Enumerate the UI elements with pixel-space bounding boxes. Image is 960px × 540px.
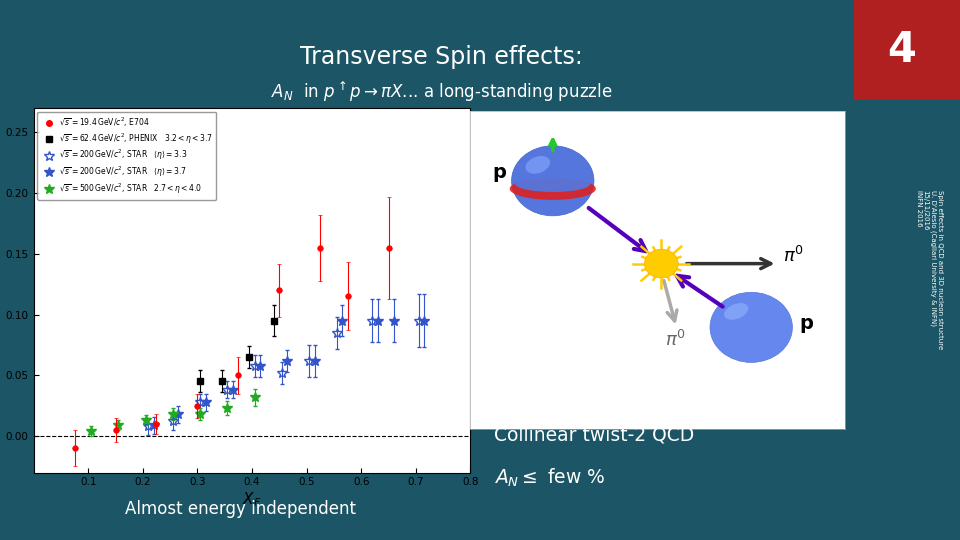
- Circle shape: [644, 249, 678, 278]
- Text: Almost energy independent: Almost energy independent: [125, 500, 356, 518]
- Text: p: p: [800, 314, 814, 333]
- Text: 4: 4: [887, 29, 917, 71]
- Circle shape: [512, 146, 594, 216]
- Ellipse shape: [525, 156, 550, 174]
- Legend: $\sqrt{s} = 19.4\,\mathrm{GeV}/c^2$, E704, $\sqrt{s} = 62.4\,\mathrm{GeV}/c^2$, : $\sqrt{s} = 19.4\,\mathrm{GeV}/c^2$, E70…: [37, 112, 216, 200]
- Text: $A_N \leq$ few %: $A_N \leq$ few %: [494, 467, 606, 489]
- Text: Collinear twist-2 QCD: Collinear twist-2 QCD: [494, 425, 695, 444]
- Text: $\pi^0$: $\pi^0$: [665, 330, 686, 350]
- Text: $\pi^0$: $\pi^0$: [783, 246, 804, 266]
- X-axis label: $X_F$: $X_F$: [242, 490, 262, 509]
- Text: Spin effects in QCD and 3D nucleon structure
U. D'Alesio (Cagliari University & : Spin effects in QCD and 3D nucleon struc…: [916, 191, 943, 349]
- Ellipse shape: [510, 178, 596, 200]
- Ellipse shape: [724, 303, 749, 320]
- Text: $A_N$  in $p^{\uparrow}p \rightarrow \pi X$... a long-standing puzzle: $A_N$ in $p^{\uparrow}p \rightarrow \pi …: [271, 80, 612, 104]
- Circle shape: [710, 292, 792, 362]
- Ellipse shape: [516, 176, 590, 192]
- Text: Transverse Spin effects:: Transverse Spin effects:: [300, 45, 583, 69]
- Text: p: p: [492, 163, 507, 181]
